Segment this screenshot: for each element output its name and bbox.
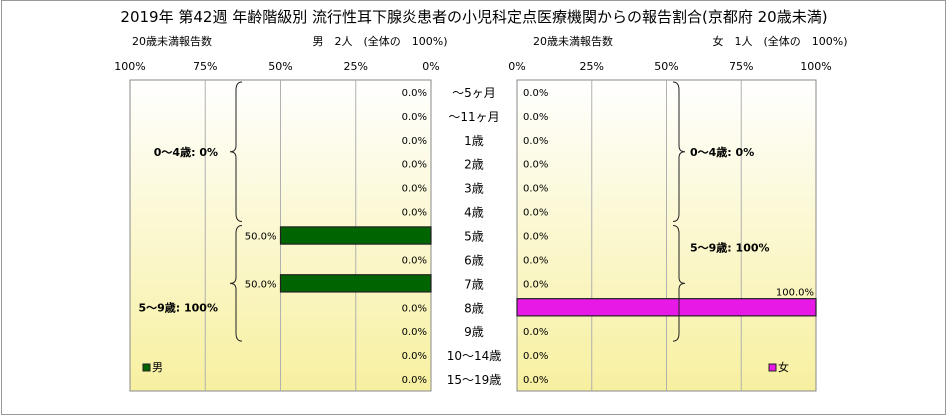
- male-bar: [279, 274, 432, 293]
- male-value-label: 0.0%: [402, 136, 427, 147]
- left-tick-label: 100%: [114, 60, 145, 73]
- female-value-label: 0.0%: [523, 160, 548, 171]
- female-value-label: 0.0%: [523, 184, 548, 195]
- right-tick-label: 100%: [800, 60, 831, 73]
- right-header-count: 20歳未満報告数: [533, 35, 613, 48]
- male-value-label: 0.0%: [402, 327, 427, 338]
- male-value-label: 50.0%: [245, 279, 277, 290]
- male-value-label: 0.0%: [402, 208, 427, 219]
- male-value-label: 0.0%: [402, 88, 427, 99]
- category-label: ～5ヶ月: [452, 86, 496, 100]
- female-age-group-label: 5～9歳: 100%: [690, 240, 770, 254]
- female-value-label: 0.0%: [523, 255, 548, 266]
- left-tick-label: 0%: [422, 60, 439, 73]
- left-tick-label: 50%: [268, 60, 292, 73]
- female-value-label: 0.0%: [523, 88, 548, 99]
- male-age-group-bracket: [229, 81, 243, 223]
- category-label: 6歳: [464, 253, 484, 267]
- female-value-label: 0.0%: [523, 327, 548, 338]
- male-value-label: 0.0%: [402, 375, 427, 386]
- male-value-label: 0.0%: [402, 112, 427, 123]
- female-value-label: 0.0%: [523, 351, 548, 362]
- female-value-label: 0.0%: [523, 136, 548, 147]
- right-tick-label: 50%: [654, 60, 678, 73]
- female-value-label: 0.0%: [523, 375, 548, 386]
- category-label: 9歳: [464, 325, 484, 339]
- left-header-total: 男 2人 (全体の 100%): [312, 34, 447, 48]
- male-value-label: 50.0%: [245, 232, 277, 243]
- female-legend-label: 女: [778, 360, 789, 374]
- female-value-label: 0.0%: [523, 208, 548, 219]
- female-age-group-label: 0～4歳: 0%: [690, 145, 754, 159]
- category-label: 3歳: [464, 182, 484, 196]
- male-legend-label: 男: [152, 361, 163, 374]
- category-label: ～11ヶ月: [448, 110, 499, 124]
- female-value-label: 0.0%: [523, 112, 548, 123]
- male-age-group-bracket: [229, 225, 243, 342]
- category-label: 10～14歳: [447, 349, 502, 363]
- male-value-label: 0.0%: [402, 160, 427, 171]
- left-header-count: 20歳未満報告数: [132, 35, 212, 48]
- male-age-group-label: 0～4歳: 0%: [154, 145, 218, 159]
- right-header-total: 女 1人 (全体の 100%): [712, 34, 847, 48]
- category-label: 8歳: [464, 301, 484, 315]
- female-value-label: 0.0%: [523, 279, 548, 290]
- male-age-group-label: 5～9歳: 100%: [138, 300, 218, 314]
- female-age-group-bracket: [672, 225, 686, 342]
- category-label: 1歳: [464, 134, 484, 148]
- right-tick-label: 0%: [508, 60, 525, 73]
- female-legend-swatch: [768, 363, 777, 372]
- category-label: 2歳: [464, 158, 484, 172]
- female-bar: [516, 298, 817, 317]
- left-tick-label: 75%: [193, 60, 217, 73]
- male-bar: [279, 226, 432, 245]
- female-age-group-bracket: [672, 81, 686, 223]
- chart-title: 2019年 第42週 年齢階級別 流行性耳下腺炎患者の小児科定点医療機関からの報…: [120, 8, 827, 26]
- male-value-label: 0.0%: [402, 255, 427, 266]
- right-tick-label: 75%: [729, 60, 753, 73]
- male-value-label: 0.0%: [402, 184, 427, 195]
- male-legend-swatch: [142, 363, 151, 372]
- male-value-label: 0.0%: [402, 351, 427, 362]
- female-value-label: 100.0%: [776, 288, 814, 299]
- female-value-label: 0.0%: [523, 232, 548, 243]
- category-label: 15～19歳: [447, 373, 502, 387]
- category-label: 5歳: [464, 230, 484, 244]
- right-tick-label: 25%: [580, 60, 604, 73]
- category-label: 7歳: [464, 277, 484, 291]
- left-tick-label: 25%: [344, 60, 368, 73]
- male-value-label: 0.0%: [402, 303, 427, 314]
- category-label: 4歳: [464, 206, 484, 220]
